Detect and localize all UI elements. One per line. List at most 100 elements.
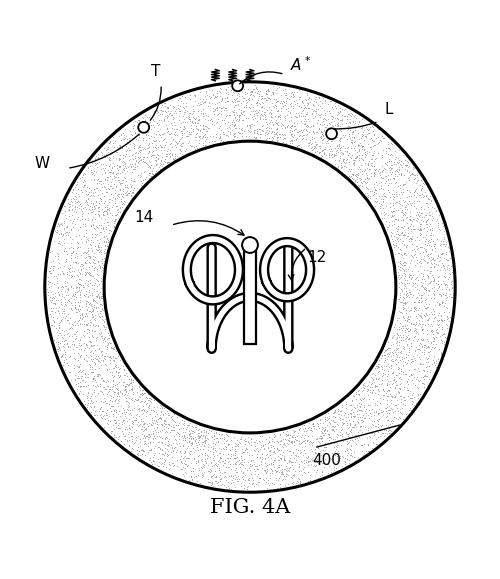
Point: [388, 210, 396, 219]
Point: [351, 170, 359, 179]
Point: [209, 131, 217, 141]
Point: [54, 270, 62, 279]
Point: [378, 166, 386, 175]
Point: [54, 344, 62, 353]
Point: [184, 131, 192, 141]
Point: [417, 225, 425, 234]
Point: [348, 405, 356, 415]
Point: [408, 342, 416, 351]
Point: [243, 97, 251, 107]
Point: [289, 471, 297, 480]
Point: [168, 135, 176, 144]
Point: [348, 424, 356, 434]
Point: [379, 203, 387, 212]
Point: [61, 287, 69, 296]
Point: [217, 85, 225, 94]
Point: [243, 445, 251, 454]
Point: [318, 428, 326, 438]
Point: [276, 471, 284, 480]
Point: [100, 151, 108, 160]
Point: [201, 449, 209, 458]
Point: [143, 159, 151, 168]
Point: [56, 343, 64, 352]
Point: [359, 131, 367, 140]
Point: [368, 142, 376, 152]
Point: [248, 87, 256, 96]
Point: [402, 248, 409, 258]
Point: [90, 256, 98, 265]
Point: [132, 395, 140, 405]
Point: [120, 370, 128, 379]
Point: [422, 192, 430, 201]
Point: [398, 158, 406, 167]
Point: [154, 455, 162, 464]
Point: [426, 191, 434, 200]
Point: [402, 276, 410, 285]
Point: [172, 140, 180, 149]
Point: [47, 298, 55, 307]
Point: [358, 411, 366, 420]
Point: [393, 333, 401, 342]
Point: [418, 274, 426, 284]
Point: [422, 245, 430, 254]
Point: [105, 237, 113, 246]
Point: [426, 347, 434, 356]
Point: [97, 413, 105, 422]
Point: [408, 274, 416, 284]
Point: [266, 469, 274, 478]
Point: [430, 290, 438, 299]
Point: [336, 146, 344, 155]
Point: [181, 460, 189, 469]
Point: [426, 321, 434, 331]
Point: [192, 438, 200, 448]
Point: [232, 467, 240, 477]
Point: [286, 454, 294, 463]
Point: [68, 271, 76, 280]
Point: [104, 154, 112, 163]
Point: [356, 423, 364, 432]
Point: [161, 427, 169, 437]
Point: [80, 355, 88, 364]
Point: [168, 446, 176, 455]
Point: [122, 182, 130, 191]
Point: [380, 431, 388, 441]
Point: [122, 181, 130, 190]
Point: [154, 126, 162, 135]
Point: [346, 115, 354, 124]
Point: [122, 137, 130, 146]
Point: [237, 433, 245, 442]
Point: [363, 384, 371, 394]
Point: [318, 130, 326, 139]
Point: [428, 328, 436, 337]
Point: [296, 477, 304, 486]
Point: [247, 461, 255, 471]
Point: [300, 456, 308, 465]
Point: [228, 118, 235, 127]
Point: [178, 463, 186, 472]
Point: [194, 477, 202, 486]
Point: [328, 102, 336, 112]
Point: [56, 317, 64, 327]
Point: [334, 431, 342, 440]
Point: [287, 135, 295, 145]
Point: [446, 313, 454, 322]
Point: [344, 124, 352, 133]
Point: [204, 123, 212, 133]
Point: [178, 431, 186, 441]
Point: [320, 134, 328, 143]
Point: [431, 360, 439, 369]
Point: [272, 94, 280, 104]
Point: [298, 106, 306, 115]
Point: [152, 153, 160, 162]
Point: [351, 419, 359, 428]
Point: [346, 408, 354, 417]
Point: [171, 137, 179, 146]
Point: [184, 139, 192, 148]
Point: [273, 463, 281, 472]
Point: [153, 105, 161, 115]
Point: [376, 195, 384, 204]
Point: [192, 422, 200, 431]
Point: [104, 419, 112, 428]
Point: [210, 472, 218, 482]
Point: [429, 276, 437, 285]
